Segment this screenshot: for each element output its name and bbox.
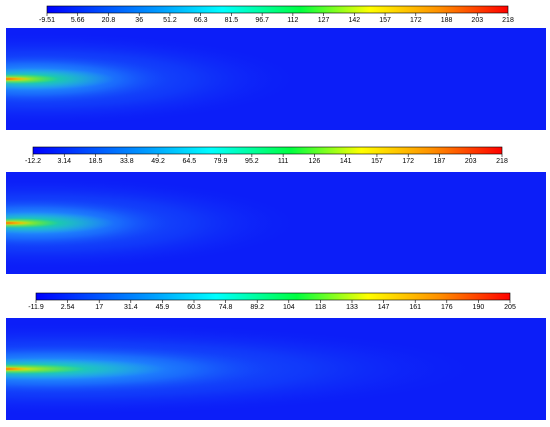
colorbar-label: 147 <box>378 304 390 311</box>
colorbar-label: 141 <box>340 158 352 165</box>
colorbar-label: 3.14 <box>57 158 71 165</box>
colorbar-label: 172 <box>410 17 422 24</box>
colorbar-label: 218 <box>502 17 514 24</box>
colorbar-label: 157 <box>379 17 391 24</box>
colorbar <box>46 5 509 14</box>
contour-panel: -12.2 3.14 18.5 33.8 49.2 64.5 79.9 95.2 111 126 1… <box>6 146 546 274</box>
contour-panel: -11.9 2.54 17 31.4 45.9 60.3 74.8 89.2 104 118 133… <box>6 292 546 420</box>
colorbar-label: 142 <box>348 17 360 24</box>
colorbar <box>32 146 503 155</box>
plume-core <box>6 76 32 82</box>
colorbar-label: 95.2 <box>245 158 259 165</box>
colorbar-label: 45.9 <box>156 304 170 311</box>
colorbar-label: 49.2 <box>151 158 165 165</box>
colorbar-label: -11.9 <box>28 304 44 311</box>
plume-core <box>6 220 32 226</box>
colorbar-label: 188 <box>441 17 453 24</box>
colorbar-label: 17 <box>95 304 103 311</box>
colorbar-label: 190 <box>473 304 485 311</box>
colorbar-label: 2.54 <box>61 304 75 311</box>
colorbar-label: 33.8 <box>120 158 134 165</box>
colorbar-label: 36 <box>135 17 143 24</box>
colorbar-label: 51.2 <box>163 17 177 24</box>
plume-yellow <box>6 74 59 84</box>
colorbar-label: 64.5 <box>183 158 197 165</box>
contour-field <box>6 172 546 274</box>
colorbar-label: 5.66 <box>71 17 85 24</box>
colorbar-label: 126 <box>309 158 321 165</box>
colorbar-label: 203 <box>465 158 477 165</box>
colorbar-label: 176 <box>441 304 453 311</box>
colorbar-label: -12.2 <box>25 158 41 165</box>
colorbar-label: 96.7 <box>255 17 269 24</box>
plume-green <box>6 68 115 90</box>
colorbar-label: 18.5 <box>89 158 103 165</box>
colorbar-label: 161 <box>409 304 421 311</box>
colorbar-label: 187 <box>434 158 446 165</box>
colorbar-label: 31.4 <box>124 304 138 311</box>
colorbar-label: 203 <box>471 17 483 24</box>
colorbar-label: 205 <box>504 304 516 311</box>
colorbar-label: 60.3 <box>187 304 201 311</box>
colorbar-label: 133 <box>346 304 358 311</box>
colorbar-label: 89.2 <box>250 304 264 311</box>
colorbar-label: 112 <box>287 17 298 24</box>
plume-yellow <box>6 218 59 228</box>
plume-green <box>6 212 115 234</box>
colorbar-label: 81.5 <box>225 17 239 24</box>
colorbar-label: 218 <box>496 158 508 165</box>
contour-field <box>6 318 546 420</box>
colorbar-label: 79.9 <box>214 158 228 165</box>
contour-field <box>6 28 546 130</box>
colorbar-label: 172 <box>402 158 414 165</box>
colorbar-label: 127 <box>318 17 330 24</box>
plume-core <box>6 366 32 372</box>
colorbar-label: 118 <box>315 304 326 311</box>
plume-yellow <box>6 364 86 374</box>
colorbar-label: 66.3 <box>194 17 208 24</box>
colorbar <box>35 292 511 301</box>
colorbar-label: 157 <box>371 158 383 165</box>
colorbar-label: 104 <box>283 304 295 311</box>
colorbar-label: 74.8 <box>219 304 233 311</box>
colorbar-label: 111 <box>278 158 289 165</box>
colorbar-label: 20.8 <box>102 17 116 24</box>
contour-panel: -9.51 5.66 20.8 36 51.2 66.3 81.5 96.7 112 127 142… <box>6 5 546 130</box>
colorbar-label: -9.51 <box>39 17 55 24</box>
